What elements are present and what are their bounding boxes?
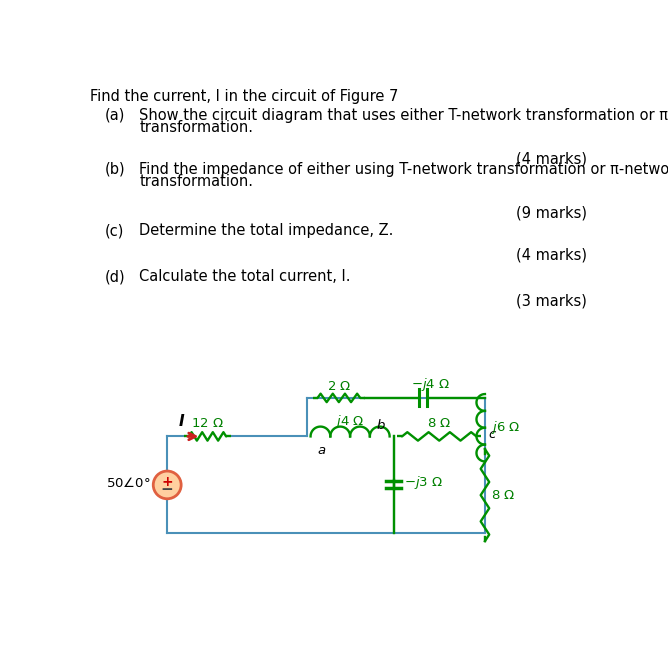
Text: (a): (a) <box>105 108 126 123</box>
Text: c: c <box>489 428 496 441</box>
Text: 50$\angle$0°: 50$\angle$0° <box>106 477 150 490</box>
Text: I: I <box>179 415 185 430</box>
Text: 8 $\Omega$: 8 $\Omega$ <box>427 417 452 430</box>
Text: (9 marks): (9 marks) <box>516 206 587 221</box>
Text: Calculate the total current, I.: Calculate the total current, I. <box>140 269 351 284</box>
Text: Show the circuit diagram that uses either T-network transformation or π-network: Show the circuit diagram that uses eithe… <box>140 108 668 123</box>
Text: (b): (b) <box>105 161 126 176</box>
Text: b: b <box>377 419 385 432</box>
Text: (c): (c) <box>105 223 124 238</box>
Text: 2 $\Omega$: 2 $\Omega$ <box>327 379 351 392</box>
Text: 12 $\Omega$: 12 $\Omega$ <box>191 417 224 430</box>
Text: $-j$4 $\Omega$: $-j$4 $\Omega$ <box>411 375 450 392</box>
Text: (4 marks): (4 marks) <box>516 151 587 167</box>
Text: $j$6 $\Omega$: $j$6 $\Omega$ <box>491 419 520 436</box>
Text: −: − <box>161 482 174 497</box>
Text: (4 marks): (4 marks) <box>516 247 587 263</box>
Text: transformation.: transformation. <box>140 174 253 189</box>
Text: Determine the total impedance, Z.: Determine the total impedance, Z. <box>140 223 393 238</box>
Text: (3 marks): (3 marks) <box>516 294 587 309</box>
Text: 8 $\Omega$: 8 $\Omega$ <box>491 488 516 502</box>
Text: Find the impedance of either using T-network transformation or π-network: Find the impedance of either using T-net… <box>140 161 668 176</box>
Text: Find the current, I in the circuit of Figure 7: Find the current, I in the circuit of Fi… <box>90 89 398 104</box>
Text: $j$4 $\Omega$: $j$4 $\Omega$ <box>335 413 365 430</box>
Text: $-j$3 $\Omega$: $-j$3 $\Omega$ <box>404 475 444 492</box>
Text: (d): (d) <box>105 269 126 284</box>
Circle shape <box>153 471 181 499</box>
Text: +: + <box>162 475 173 489</box>
Text: transformation.: transformation. <box>140 120 253 135</box>
Text: a: a <box>317 444 326 457</box>
